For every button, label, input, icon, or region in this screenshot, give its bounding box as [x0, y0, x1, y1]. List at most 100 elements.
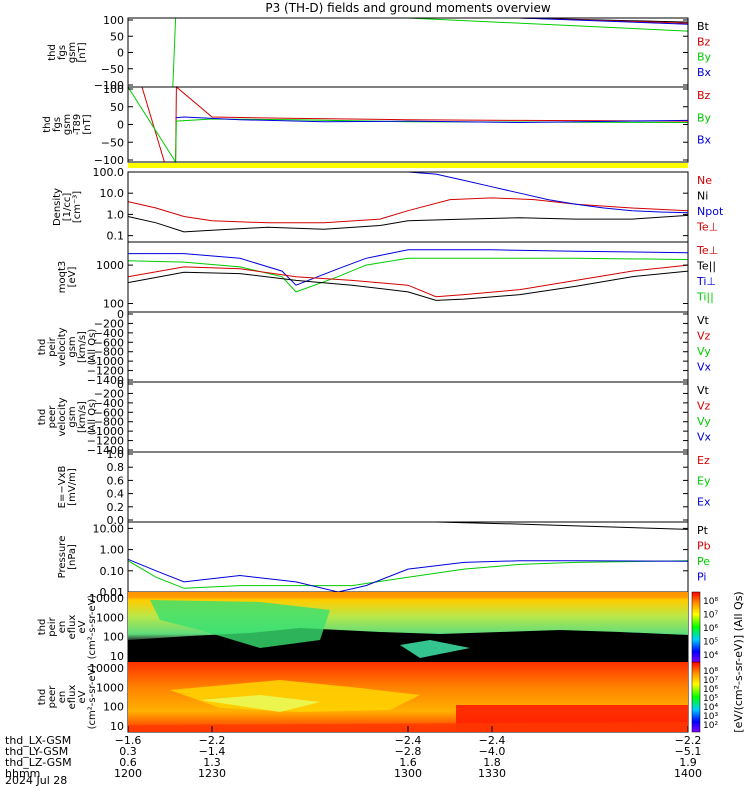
fgs_gsm_dipole-ytick-label: −100	[94, 154, 124, 167]
ion_spectrogram-ylabel: eV	[77, 620, 88, 633]
density-panel: 100.0 10.0 1.0 0.1 Density [1/cc] [cm⁻³] Ne Ni Np…	[52, 166, 724, 243]
x-axis-row-label: thd_LX-GSM	[5, 734, 71, 747]
electron_velocity-ylabel: thd	[37, 409, 48, 426]
electron_velocity-ytick-label: −600	[94, 406, 124, 419]
pressure-series-Pi	[127, 558, 689, 593]
x-axis-row-value: −5.1	[675, 745, 702, 758]
ion_spectrogram-ytick-label: 10000	[89, 592, 124, 605]
pressure-legend-Pe: Pe	[697, 555, 710, 568]
electron_velocity-legend-Vy: Vy	[697, 415, 711, 428]
efield-frame	[127, 451, 689, 523]
electron_spectrogram-ylabel: (cm²-s-sr-eV)	[87, 665, 98, 730]
pressure-legend-Pt: Pt	[697, 524, 709, 537]
temperature-series-Ti	[127, 257, 689, 293]
efield-legend-Ez: Ez	[697, 454, 710, 467]
ion_spectrogram-ylabel: (cm²-s-sr-eV)	[87, 595, 98, 660]
colorbar-label: [eV/(cm²-s-sr-eV)] (All Qs)	[732, 591, 745, 732]
temperature-ylabel: [eV]	[67, 267, 78, 288]
fgs_gsm_dipole-ylabel: fgs	[52, 117, 63, 132]
ion_spectrogram-colorbar-tick: 10⁷	[703, 611, 718, 621]
fgs_gsm_dipole-frame	[127, 86, 689, 163]
electron_spectrogram-colorbar-tick: 10⁷	[703, 676, 718, 686]
ion_velocity-frame	[127, 311, 689, 383]
electron_spectrogram-ytick-label: 10000	[89, 662, 124, 675]
fgs_gsm-ylabel: [nT]	[77, 42, 88, 62]
ion_velocity-ylabel: thd	[37, 339, 48, 356]
x-axis-row-value: 1200	[114, 767, 142, 780]
ion_spectrogram-colorbar-tick: 10⁸	[703, 597, 718, 607]
fgs_gsm_dipole-legend-Bz: Bz	[697, 89, 711, 102]
electron_velocity-ytick-label: −200	[94, 387, 124, 400]
fgs_gsm_dipole-ylabel: [nT]	[82, 114, 93, 134]
density-ytick-label: 1.0	[107, 208, 125, 221]
pressure-ytick-label: 0.10	[100, 565, 125, 578]
pressure-ylabel: Pressure	[57, 536, 68, 579]
pressure-ytick-label: 0.01	[100, 586, 125, 599]
ion_velocity-ytick-label: −400	[94, 327, 124, 340]
density-ylabel: [1/cc]	[62, 193, 73, 222]
fgs_gsm_dipole-series-Bx	[175, 116, 689, 124]
temperature-panel: 1000 100 moqt3 [eV] Te⊥ Te|| Ti⊥ Ti||	[57, 241, 718, 313]
fgs_gsm-ytick-label: −50	[101, 63, 124, 76]
ion_spectrogram-ylabel: en	[57, 621, 68, 634]
fgs_gsm-ylabel: gsm	[67, 42, 78, 63]
fgs_gsm-panel: 100 50 0 −50 −100 thd fgs gsm [nT] Bt Bz By Bx	[47, 14, 712, 92]
pressure-ylabel: [nPa]	[67, 544, 78, 570]
ion_velocity-ytick-label: −600	[94, 336, 124, 349]
fgs_gsm-frame	[127, 17, 689, 88]
electron_spectrogram-ytick-label: 1000	[96, 681, 124, 694]
fgs_gsm_dipole-ytick-label: 50	[110, 101, 124, 114]
fgs_gsm_dipole-ytick-label: 100	[103, 83, 124, 96]
fgs_gsm_dipole-ylabel: gsm	[62, 114, 73, 135]
density-ylabel: Density	[52, 188, 63, 226]
ion_velocity-ylabel: [km/s]	[77, 331, 88, 363]
x-axis-row-value: −2.4	[479, 734, 506, 747]
density-series-Ni	[127, 214, 689, 233]
electron_spectrogram-ylabel: en	[57, 691, 68, 704]
ion-spectrogram-image	[128, 592, 688, 662]
fgs_gsm-legend-Bt: Bt	[697, 20, 710, 33]
density-ytick-label: 100.0	[93, 166, 125, 179]
ion_velocity-legend-Vz: Vz	[697, 330, 711, 343]
electron_spectrogram-colorbar-tick: 10⁶	[703, 685, 718, 695]
ion_velocity-legend-Vt: Vt	[697, 314, 710, 327]
electron_velocity-ylabel: (All Qs)	[87, 399, 98, 436]
fgs_gsm-ylabel: thd	[47, 44, 58, 61]
fgs_gsm_dipole-ylabel: -T89	[72, 114, 83, 136]
electron_velocity-frame	[127, 381, 689, 453]
x-axis-row-label: hhmm	[5, 767, 40, 780]
density-legend-Te: Te⊥	[696, 221, 718, 234]
efield-ytick-label: 0.0	[107, 514, 125, 527]
pressure-series-Pe	[127, 560, 689, 589]
efield-legend-Ey: Ey	[697, 475, 711, 488]
separator-bar	[128, 163, 688, 168]
x-axis-row-value: 1300	[394, 767, 422, 780]
fgs_gsm_dipole-ytick-label: −50	[101, 136, 124, 149]
x-axis-row-value: −1.4	[199, 745, 226, 758]
temperature-legend-Ti: Ti⊥	[696, 275, 716, 288]
fgs_gsm_dipole-series-Bz	[141, 85, 689, 163]
electron_velocity-ytick-label: −800	[94, 416, 124, 429]
pressure-ytick-label: 1.00	[100, 544, 125, 557]
electron_velocity-ytick-label: −1200	[87, 435, 124, 448]
pressure-ytick-label: 10.00	[93, 522, 125, 535]
ion_velocity-ylabel: gsm	[67, 336, 78, 357]
efield-ylabel: E=−VxB	[57, 466, 68, 509]
ion_velocity-ytick-label: −800	[94, 346, 124, 359]
x-axis-row-value: −2.2	[675, 734, 702, 747]
ion_spectrogram-ylabel: thd	[37, 619, 48, 636]
electron_velocity-ytick-label: −1000	[87, 425, 124, 438]
ion_spectrogram-ytick-label: 1000	[96, 611, 124, 624]
fgs_gsm-ytick-label: 50	[110, 30, 124, 43]
fgs_gsm-ytick-label: 100	[103, 14, 124, 27]
pressure-panel: 10.00 1.00 0.10 0.01 Pressure [nPa] Pt Pb Pe Pi	[57, 521, 711, 599]
electron_velocity-ytick-label: −1400	[87, 444, 124, 457]
electron_spectrogram-colorbar-tick: 10²	[703, 721, 718, 731]
fgs_gsm_dipole-panel: 100 50 0 −50 −100 thd fgs gsm -T89 [nT] Bz By Bx	[42, 83, 712, 167]
temperature-series-Te	[127, 270, 689, 301]
electron_velocity-ytick-label: −400	[94, 397, 124, 410]
fgs_gsm-series-By	[172, 17, 689, 88]
electron_spectrogram-colorbar-tick: 10³	[703, 712, 718, 722]
ion_spectrogram-ylabel: eflux	[67, 615, 78, 640]
fgs_gsm-series-Bx	[519, 17, 689, 25]
